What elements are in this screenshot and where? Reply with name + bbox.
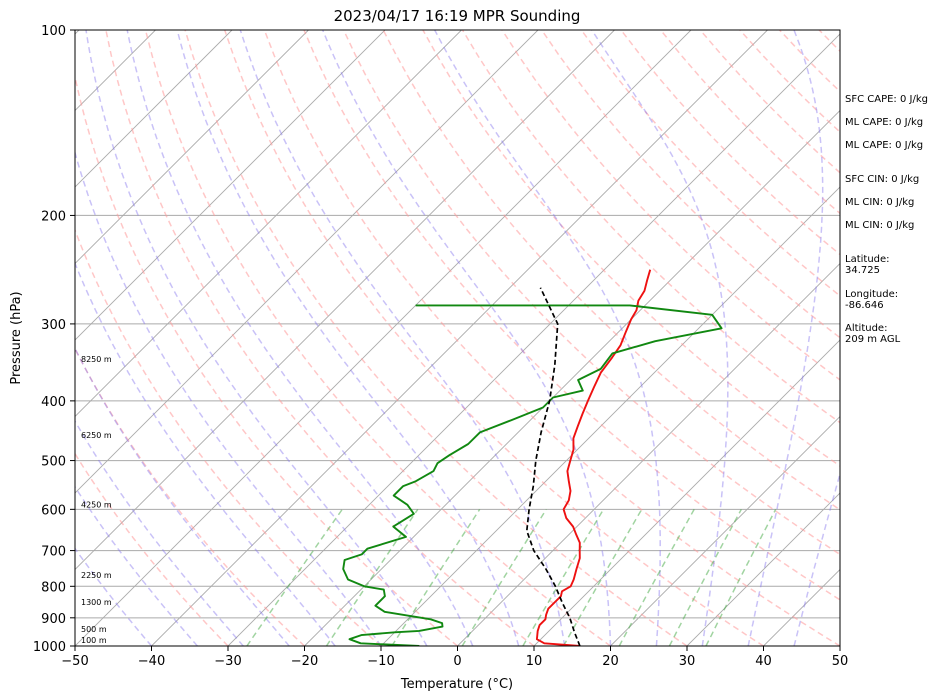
chart-title: 2023/04/17 16:19 MPR Sounding [334, 7, 581, 25]
y-tick-label: 200 [41, 209, 66, 224]
moist-adiabat [85, 30, 428, 646]
dry-adiabat [422, 30, 840, 467]
x-tick-label: −50 [61, 654, 88, 669]
dry-adiabat [580, 30, 840, 297]
isotherm-line [380, 186, 840, 646]
latitude-label: Latitude: 34.725 [845, 254, 890, 276]
height-label: 4250 m [81, 501, 112, 510]
mixing-ratio-line [461, 508, 547, 646]
isotherm-line [304, 109, 840, 646]
moist-adiabat [793, 471, 840, 646]
dry-adiabat [382, 30, 840, 511]
moist-adiabat [126, 30, 474, 646]
mixing-ratio-line [522, 508, 605, 646]
dewpoint-profile-line [342, 304, 723, 646]
plot-frame [74, 29, 841, 647]
y-tick-label: 1000 [33, 640, 66, 655]
ml-cin-label-2: ML CIN: 0 J/kg [845, 220, 915, 231]
moist-adiabat [75, 261, 336, 646]
mixing-ratio-line [618, 508, 695, 646]
height-label: 2250 m [81, 571, 112, 580]
x-tick-label: −40 [138, 654, 165, 669]
moist-adiabat [239, 30, 566, 646]
dry-adiabat [184, 30, 688, 646]
isotherm-line [0, 30, 3, 646]
x-tick-label: −10 [367, 654, 394, 669]
altitude-label: Altitude: 209 m AGL [845, 323, 901, 345]
sfc-cin-label: SFC CIN: 0 J/kg [845, 174, 920, 185]
height-label: 6250 m [81, 431, 112, 440]
x-tick-label: 40 [755, 654, 772, 669]
isotherm-line [75, 30, 309, 265]
y-tick-label: 700 [41, 545, 66, 560]
y-tick-label: 100 [41, 24, 66, 39]
isotherm-line [75, 30, 233, 188]
x-tick-label: −20 [291, 654, 318, 669]
isotherm-line [75, 30, 539, 494]
dry-adiabat [75, 228, 382, 646]
mixing-ratio-line [391, 508, 481, 646]
moist-adiabat [322, 30, 612, 646]
moist-adiabat [747, 30, 824, 646]
height-label: 8250 m [81, 355, 112, 364]
dry-adiabat [303, 30, 840, 601]
dry-adiabat [223, 30, 764, 646]
y-tick-label: 600 [41, 503, 66, 518]
y-tick-label: 300 [41, 318, 66, 333]
isotherm-line [227, 33, 840, 646]
mixing-ratio-line [705, 508, 777, 646]
isotherm-line [533, 339, 840, 646]
isotherm-line [75, 30, 386, 341]
y-tick-label: 900 [41, 612, 66, 627]
isotherm-line [75, 30, 692, 646]
dry-adiabat [263, 30, 840, 646]
dry-adiabat [75, 73, 458, 646]
dry-adiabat [75, 347, 306, 646]
isotherm-line [457, 262, 840, 646]
ml-cape-label: ML CAPE: 0 J/kg [845, 117, 924, 128]
moist-adiabat [75, 150, 382, 646]
dry-adiabat [144, 30, 611, 646]
height-label: 1300 m [81, 598, 112, 607]
x-axis-label: Temperature (°C) [400, 677, 513, 692]
longitude-label: Longitude: -86.646 [845, 289, 899, 311]
moist-adiabat [434, 30, 661, 646]
x-tick-label: 0 [453, 654, 461, 669]
moist-adiabat [75, 419, 244, 646]
sfc-cape-label: SFC CAPE: 0 J/kg [845, 94, 928, 105]
ml-cape-label-2: ML CAPE: 0 J/kg [845, 140, 924, 151]
dry-adiabat [75, 452, 229, 646]
mixing-ratio-line [246, 508, 343, 646]
y-tick-label: 500 [41, 455, 66, 470]
parcel-profile-line [525, 287, 581, 646]
isotherm-line [686, 492, 840, 646]
height-label: 500 m [81, 625, 107, 634]
isotherm-line [151, 30, 768, 646]
x-tick-label: 30 [679, 654, 696, 669]
y-tick-label: 800 [41, 580, 66, 595]
mixing-ratio-line [668, 508, 742, 646]
height-label: 100 m [81, 636, 107, 645]
temperature-profile-line [535, 269, 652, 646]
y-tick-label: 400 [41, 395, 66, 410]
mixing-ratio-line [562, 508, 643, 646]
x-tick-label: −30 [214, 654, 241, 669]
x-tick-label: 10 [526, 654, 543, 669]
moist-adiabat [176, 30, 520, 646]
dry-adiabat [342, 30, 840, 556]
dry-adiabat [105, 30, 535, 646]
isotherm-line [75, 30, 462, 418]
x-tick-label: 50 [832, 654, 849, 669]
x-tick-label: 20 [602, 654, 619, 669]
moist-adiabat [591, 30, 729, 646]
isotherm-line [610, 415, 840, 646]
y-axis-label: Pressure (hPa) [9, 291, 24, 384]
ml-cin-label: ML CIN: 0 J/kg [845, 197, 915, 208]
isotherm-line [75, 30, 615, 571]
